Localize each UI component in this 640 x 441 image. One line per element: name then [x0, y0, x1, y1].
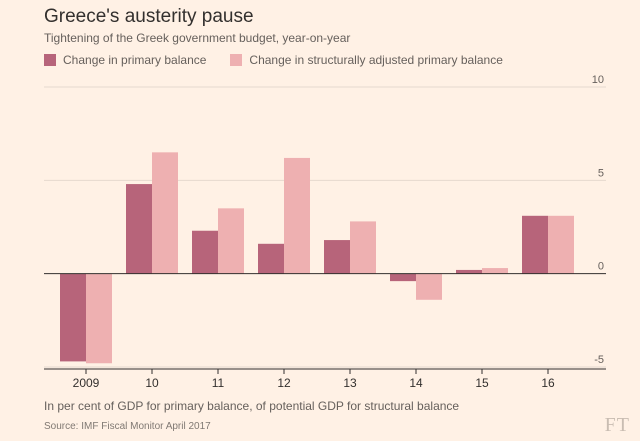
y-tick-label: 10 [592, 74, 604, 86]
chart-legend: Change in primary balance Change in stru… [44, 53, 527, 67]
bar-structural [86, 273, 112, 364]
legend-item-structural: Change in structurally adjusted primary … [230, 53, 503, 67]
bar-primary [258, 243, 284, 274]
bar-structural [152, 152, 178, 274]
y-tick-label: -5 [594, 354, 604, 366]
chart-title: Greece's austerity pause [44, 6, 254, 27]
chart-subtitle: Tightening of the Greek government budge… [44, 31, 351, 45]
bar-primary [324, 240, 350, 274]
bar-structural [284, 157, 310, 274]
chart-source: Source: IMF Fiscal Monitor April 2017 [44, 421, 211, 432]
chart-footnote: In per cent of GDP for primary balance, … [44, 399, 460, 413]
x-tick-label: 13 [343, 376, 357, 390]
bar-primary [522, 215, 548, 274]
bar-primary [390, 273, 416, 282]
bar-structural [482, 268, 508, 274]
x-tick-label: 10 [145, 376, 159, 390]
legend-swatch-structural [230, 54, 243, 66]
legend-item-primary: Change in primary balance [44, 53, 206, 67]
y-tick-label: 0 [598, 261, 604, 273]
x-tick-label: 12 [277, 376, 291, 390]
y-tick-label: 5 [598, 167, 604, 179]
x-tick-label: 15 [475, 376, 489, 390]
bar-structural [218, 208, 244, 274]
x-tick-label: 2009 [73, 376, 100, 390]
legend-swatch-primary [44, 54, 56, 66]
ft-logo: FT [604, 414, 630, 436]
bar-primary [456, 269, 482, 274]
bar-structural [350, 221, 376, 274]
bar-primary [126, 184, 152, 274]
x-tick-label: 14 [409, 376, 423, 390]
x-tick-label: 16 [541, 376, 555, 390]
legend-label-structural: Change in structurally adjusted primary … [249, 53, 503, 67]
x-tick-label: 11 [212, 376, 225, 390]
bar-primary [60, 273, 86, 362]
bar-structural [416, 273, 442, 300]
bar-primary [192, 230, 218, 274]
bar-structural [548, 215, 574, 274]
legend-label-primary: Change in primary balance [63, 53, 207, 67]
